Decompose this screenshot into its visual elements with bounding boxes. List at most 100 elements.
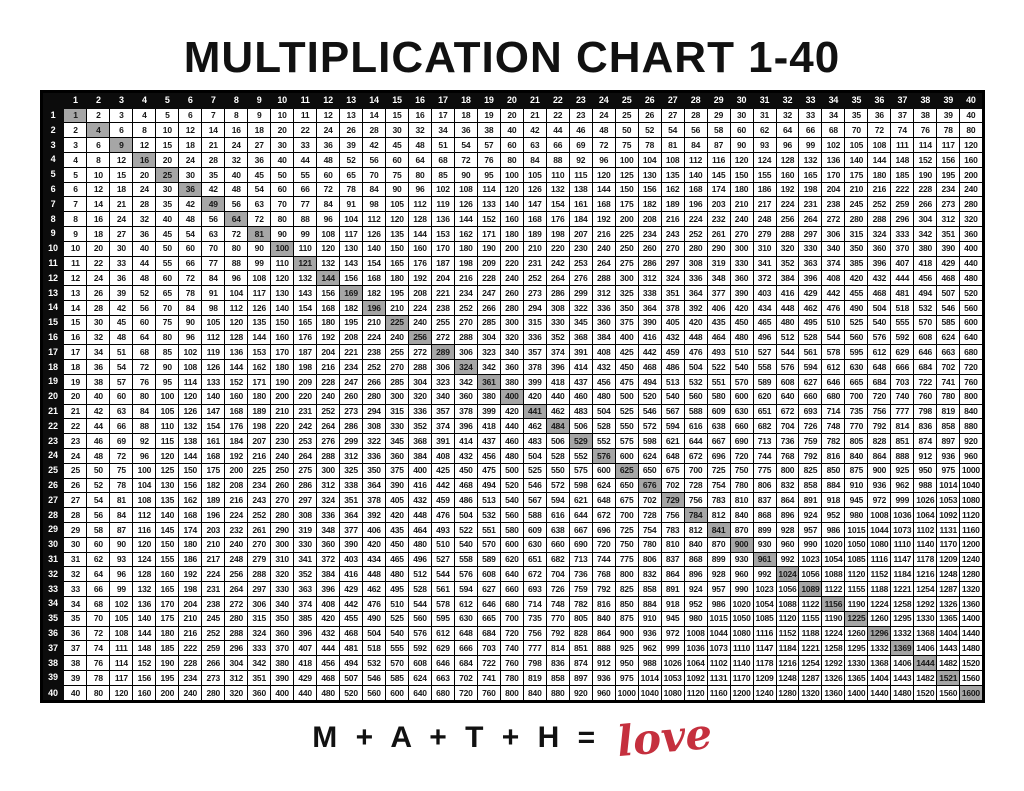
table-cell: 300 [316,462,341,479]
table-cell: 529 [568,433,593,449]
table-cell: 1600 [959,684,984,703]
table-cell: 220 [499,255,524,272]
table-cell: 8 [132,122,157,139]
table-cell: 589 [476,551,501,568]
table-cell: 560 [362,684,387,703]
table-cell: 1295 [844,640,869,657]
table-cell: 210 [201,536,226,553]
table-cell: 507 [339,669,364,686]
table-cell: 36 [453,122,478,139]
table-cell: 248 [752,211,777,228]
table-cell: 760 [476,684,501,703]
table-cell: 72 [316,181,341,198]
table-cell: 1056 [775,581,800,597]
table-cell: 512 [408,566,432,583]
table-cell: 450 [385,536,409,553]
col-header-cell: 30 [729,91,754,109]
table-cell: 270 [385,359,409,376]
row-header-cell: 12 [40,270,65,287]
col-header-cell: 40 [959,91,984,109]
table-cell: 50 [155,240,180,257]
table-cell: 1170 [936,536,961,553]
table-cell: 81 [247,226,272,242]
table-cell: 1147 [890,551,915,568]
table-cell: 1320 [798,684,823,703]
table-cell: 385 [293,610,318,627]
table-cell: 132 [178,418,203,435]
table-cell: 350 [844,240,869,257]
table-row: 25 25 50 75 100 125 150 175 200 225 250 275 300 325 35… [40,462,984,479]
table-cell: 490 [362,610,387,627]
table-cell: 234 [637,226,662,242]
table-cell: 858 [637,581,662,597]
table-cell: 150 [270,314,295,331]
table-cell: 627 [798,374,823,390]
table-cell: 48 [316,152,341,168]
table-cell: 195 [936,166,961,183]
table-cell: 936 [637,625,662,642]
table-cell: 448 [683,329,708,346]
table-cell: 552 [568,448,593,464]
table-cell: 288 [775,226,800,242]
table-cell: 1053 [660,669,685,686]
table-cell: 204 [316,344,341,361]
table-cell: 14 [86,196,111,213]
table-cell: 690 [568,536,593,553]
table-cell: 168 [683,181,708,198]
table-cell: 48 [109,329,134,346]
table-cell: 42 [362,137,387,154]
table-cell: 496 [752,329,777,346]
table-cell: 693 [522,581,547,597]
table-cell: 192 [775,181,800,198]
row-header-cell: 37 [40,640,65,657]
table-cell: 270 [729,226,754,242]
table-cell: 510 [385,595,409,612]
row-header-cell: 1 [40,107,65,124]
table-cell: 567 [660,403,685,420]
col-header-cell: 23 [568,91,593,109]
table-cell: 800 [499,684,524,703]
table-cell: 248 [224,551,249,568]
table-cell: 288 [316,448,341,464]
table-cell: 34 [86,344,111,361]
table-cell: 945 [844,492,869,509]
table-cell: 570 [476,536,501,553]
table-cell: 546 [522,477,547,494]
table-cell: 322 [362,433,387,449]
col-header-cell: 10 [270,91,295,109]
table-cell: 24 [132,181,157,198]
table-cell: 325 [339,462,364,479]
table-cell: 17 [63,344,88,361]
table-cell: 19 [63,374,88,390]
table-cell: 486 [660,359,685,376]
table-row: 8 8 16 24 32 40 48 56 64 72 80 88 96 104 112 120 128 136 1… [40,211,984,228]
table-cell: 120 [385,211,409,228]
row-header-cell: 9 [40,226,65,242]
table-cell: 429 [293,669,318,686]
table-cell: 459 [430,492,455,509]
table-cell: 480 [499,448,524,464]
table-cell: 420 [362,536,387,553]
table-cell: 1440 [867,684,892,703]
table-cell: 468 [637,359,662,376]
table-cell: 468 [339,625,364,642]
table-cell: 160 [132,684,157,703]
table-cell: 1248 [936,566,961,583]
table-cell: 20 [63,388,88,405]
table-cell: 200 [224,462,249,479]
table-cell: 912 [591,655,616,671]
table-cell: 98 [362,196,387,213]
table-cell: 925 [614,640,639,657]
col-header-cell: 16 [408,91,432,109]
table-cell: 1120 [844,566,869,583]
table-cell: 210 [522,240,547,257]
table-cell: 481 [339,640,364,657]
table-cell: 385 [844,255,869,272]
table-cell: 42 [109,300,134,316]
table-cell: 819 [936,403,961,420]
table-cell: 874 [913,433,938,449]
table-cell: 361 [476,374,501,390]
table-cell: 190 [476,240,501,257]
table-cell: 1156 [821,595,846,612]
table-cell: 792 [545,625,570,642]
